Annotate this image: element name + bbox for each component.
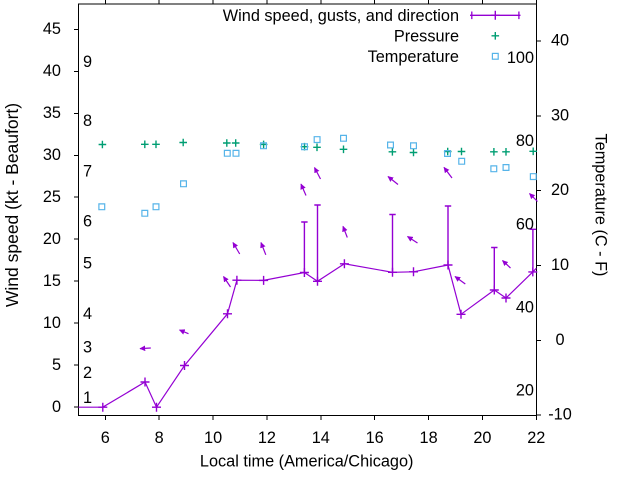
svg-text:16: 16 xyxy=(366,429,384,447)
svg-text:40: 40 xyxy=(516,299,534,317)
svg-text:5: 5 xyxy=(52,356,61,374)
svg-text:15: 15 xyxy=(43,272,61,290)
svg-text:Wind speed, gusts, and directi: Wind speed, gusts, and direction xyxy=(223,7,459,25)
svg-text:Wind speed (kt - Beaufort): Wind speed (kt - Beaufort) xyxy=(2,103,22,307)
svg-text:Temperature: Temperature xyxy=(368,48,459,66)
svg-text:60: 60 xyxy=(516,215,534,233)
svg-text:80: 80 xyxy=(516,132,534,150)
svg-text:35: 35 xyxy=(43,104,61,122)
svg-text:8: 8 xyxy=(155,429,164,447)
svg-text:5: 5 xyxy=(83,255,92,273)
svg-text:7: 7 xyxy=(83,162,92,180)
svg-text:10: 10 xyxy=(43,314,61,332)
svg-text:12: 12 xyxy=(258,429,276,447)
svg-text:Pressure: Pressure xyxy=(394,27,459,45)
svg-text:30: 30 xyxy=(43,146,61,164)
svg-text:10: 10 xyxy=(551,256,569,274)
svg-text:20: 20 xyxy=(551,181,569,199)
svg-text:Temperature (C - F): Temperature (C - F) xyxy=(592,134,610,277)
svg-text:40: 40 xyxy=(551,32,569,50)
svg-text:2: 2 xyxy=(83,364,92,382)
svg-text:18: 18 xyxy=(420,429,438,447)
svg-text:4: 4 xyxy=(83,305,92,323)
svg-text:14: 14 xyxy=(312,429,330,447)
svg-text:0: 0 xyxy=(52,398,61,416)
svg-text:22: 22 xyxy=(527,429,545,447)
svg-text:Local time (America/Chicago): Local time (America/Chicago) xyxy=(200,452,414,470)
svg-text:100: 100 xyxy=(507,49,534,67)
svg-text:40: 40 xyxy=(43,62,61,80)
svg-text:25: 25 xyxy=(43,188,61,206)
svg-text:30: 30 xyxy=(551,106,569,124)
svg-text:20: 20 xyxy=(43,230,61,248)
svg-text:0: 0 xyxy=(555,331,564,349)
svg-text:20: 20 xyxy=(473,429,491,447)
svg-text:1: 1 xyxy=(83,389,92,407)
svg-text:6: 6 xyxy=(83,213,92,231)
svg-text:-10: -10 xyxy=(548,406,572,424)
svg-text:3: 3 xyxy=(83,339,92,357)
svg-text:10: 10 xyxy=(204,429,222,447)
svg-text:20: 20 xyxy=(516,382,534,400)
svg-text:6: 6 xyxy=(101,429,110,447)
svg-text:9: 9 xyxy=(83,53,92,71)
svg-text:45: 45 xyxy=(43,20,61,38)
svg-text:8: 8 xyxy=(83,112,92,130)
